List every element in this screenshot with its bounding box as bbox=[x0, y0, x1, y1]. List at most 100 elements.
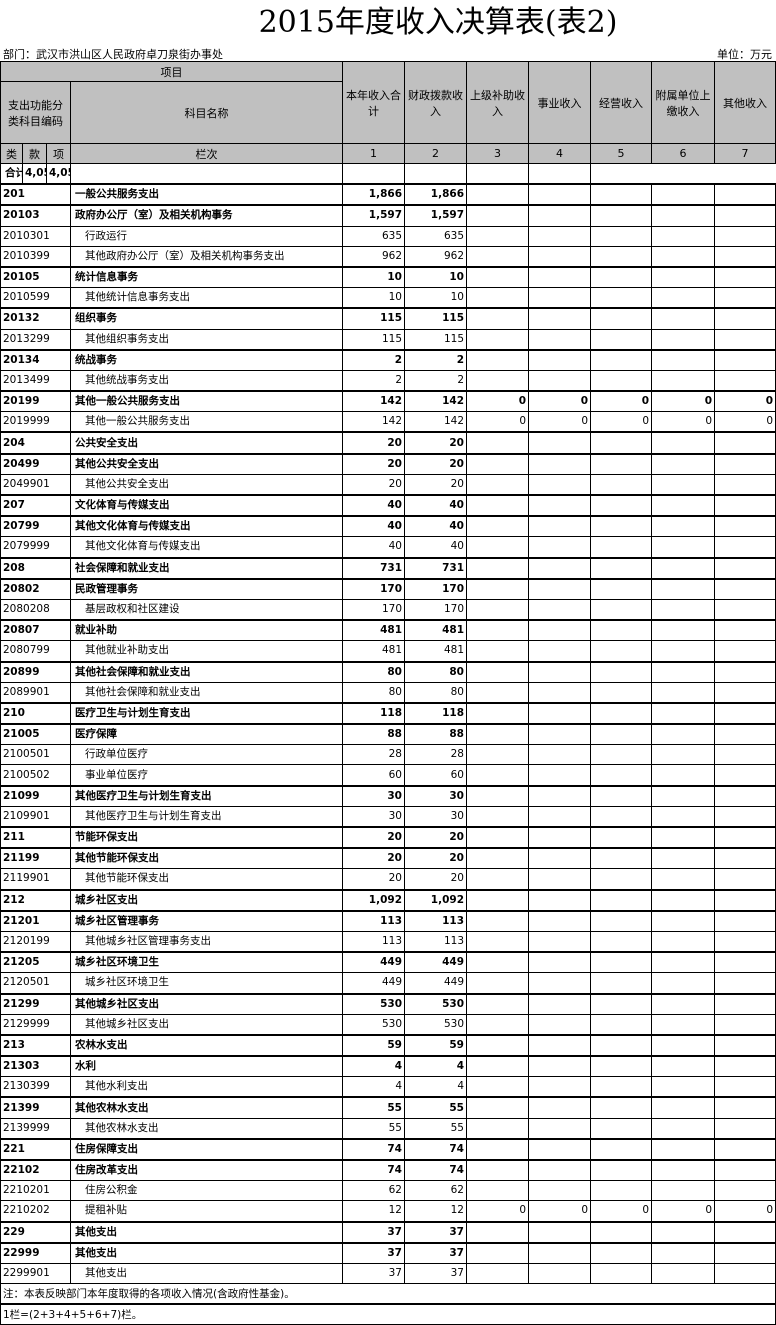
amount-col-1: 113 bbox=[342, 909, 405, 932]
subject-code: 212 bbox=[0, 888, 71, 912]
amount-col-7 bbox=[714, 1220, 776, 1244]
table-row: 229 其他支出 37 37 bbox=[0, 1220, 776, 1244]
subject-name: 其他文化体育与传媒支出 bbox=[70, 515, 343, 538]
table-row: 2210202 提租补贴 12 12 0 0 0 0 0 bbox=[0, 1200, 776, 1223]
subject-code: 21099 bbox=[0, 784, 71, 807]
amount-col-2: 28 bbox=[404, 744, 467, 766]
amount-col-3 bbox=[466, 348, 529, 371]
header-col-1: 本年收入合计 bbox=[342, 61, 405, 144]
table-row: 21299 其他城乡社区支出 530 530 bbox=[0, 992, 776, 1015]
subject-name: 其他一般公共服务支出 bbox=[70, 390, 343, 413]
amount-col-6 bbox=[651, 1076, 715, 1098]
subject-code: 2019999 bbox=[0, 411, 71, 433]
amount-col-4 bbox=[528, 287, 591, 309]
subject-code: 21399 bbox=[0, 1096, 71, 1119]
amount-col-2: 4 bbox=[404, 1076, 467, 1098]
amount-col-3 bbox=[466, 598, 529, 621]
amount-col-5 bbox=[590, 744, 652, 766]
amount-col-6 bbox=[651, 245, 715, 268]
amount-col-5 bbox=[590, 515, 652, 538]
amount-col-1: 10 bbox=[342, 287, 405, 309]
amount-col-3 bbox=[466, 515, 529, 538]
subject-code: 21201 bbox=[0, 909, 71, 932]
amount-col-7 bbox=[714, 1137, 776, 1161]
amount-col-5 bbox=[590, 660, 652, 683]
amount-col-3 bbox=[466, 825, 529, 849]
amount-col-7 bbox=[714, 930, 776, 953]
subject-code: 210 bbox=[0, 701, 71, 725]
amount-col-5 bbox=[590, 556, 652, 580]
subject-name: 其他政府办公厅（室）及相关机构事务支出 bbox=[70, 245, 343, 268]
amount-col-6 bbox=[651, 204, 715, 227]
subject-code: 20499 bbox=[0, 452, 71, 475]
amount-col-5 bbox=[590, 1220, 652, 1244]
amount-col-5: 0 bbox=[590, 1200, 652, 1223]
subject-name: 其他社会保障和就业支出 bbox=[70, 681, 343, 704]
amount-col-1: 28 bbox=[342, 744, 405, 766]
amount-col-5 bbox=[590, 825, 652, 849]
amount-col-1: 449 bbox=[342, 972, 405, 994]
amount-col-3 bbox=[466, 888, 529, 912]
amount-col-2: 55 bbox=[404, 1117, 467, 1140]
amount-col-5 bbox=[590, 328, 652, 351]
amount-col-5 bbox=[590, 847, 652, 870]
amount-col-1: 20 bbox=[342, 431, 405, 455]
amount-col-2: 731 bbox=[404, 556, 467, 580]
amount-col-2: 10 bbox=[404, 265, 467, 289]
subject-code: 21205 bbox=[0, 951, 71, 974]
table-row: 2010301 行政运行 635 635 bbox=[0, 225, 776, 247]
amount-col-5 bbox=[590, 1180, 652, 1202]
amount-col-6 bbox=[651, 951, 715, 974]
header-col-4: 事业收入 bbox=[528, 61, 591, 144]
amount-col-3 bbox=[466, 1159, 529, 1182]
amount-col-5 bbox=[590, 1241, 652, 1264]
subject-code: 2049901 bbox=[0, 473, 71, 496]
amount-col-1: 20 bbox=[342, 868, 405, 891]
amount-col-7: 0 bbox=[714, 1200, 776, 1223]
amount-col-4 bbox=[528, 328, 591, 351]
amount-col-4 bbox=[528, 764, 591, 787]
amount-col-5 bbox=[590, 1096, 652, 1119]
subject-code: 20103 bbox=[0, 204, 71, 227]
amount-col-2: 55 bbox=[404, 1096, 467, 1119]
amount-col-3 bbox=[70, 163, 343, 186]
table-row: 2013299 其他组织事务支出 115 115 bbox=[0, 328, 776, 351]
amount-col-7 bbox=[714, 452, 776, 475]
amount-col-4 bbox=[528, 992, 591, 1015]
subject-name: 其他支出 bbox=[70, 1241, 343, 1264]
amount-col-4 bbox=[528, 619, 591, 642]
amount-col-5 bbox=[590, 701, 652, 725]
amount-col-4 bbox=[528, 493, 591, 517]
amount-col-3 bbox=[466, 723, 529, 746]
col-number: 7 bbox=[714, 143, 776, 164]
table-row: 21205 城乡社区环境卫生 449 449 bbox=[0, 951, 776, 974]
subject-code: 2079999 bbox=[0, 536, 71, 559]
header-lanci: 栏次 bbox=[70, 143, 343, 164]
subject-code: 2010399 bbox=[0, 245, 71, 268]
subject-name: 住房公积金 bbox=[70, 1180, 343, 1202]
subject-code: 20134 bbox=[0, 348, 71, 371]
amount-col-1: 10 bbox=[342, 265, 405, 289]
subject-code: 20132 bbox=[0, 307, 71, 330]
amount-col-7 bbox=[714, 307, 776, 330]
amount-col-7 bbox=[714, 1013, 776, 1036]
amount-col-3 bbox=[466, 1180, 529, 1202]
amount-col-6 bbox=[651, 369, 715, 392]
amount-col-6 bbox=[651, 1220, 715, 1244]
amount-col-6 bbox=[651, 287, 715, 309]
amount-col-2: 2 bbox=[404, 369, 467, 392]
subject-code: 211 bbox=[0, 825, 71, 849]
amount-col-7 bbox=[714, 577, 776, 600]
amount-col-2: 4 bbox=[404, 1055, 467, 1078]
col-number: 5 bbox=[590, 143, 652, 164]
amount-col-3 bbox=[466, 764, 529, 787]
amount-col-2: 2 bbox=[404, 348, 467, 371]
amount-col-5 bbox=[590, 951, 652, 974]
amount-col-6 bbox=[651, 888, 715, 912]
amount-col-1: 30 bbox=[342, 805, 405, 828]
amount-col-5 bbox=[590, 1262, 652, 1285]
amount-col-5 bbox=[590, 204, 652, 227]
amount-col-1: 962 bbox=[342, 245, 405, 268]
table-row: 2130399 其他水利支出 4 4 bbox=[0, 1076, 776, 1098]
subject-name: 其他农林水支出 bbox=[70, 1096, 343, 1119]
